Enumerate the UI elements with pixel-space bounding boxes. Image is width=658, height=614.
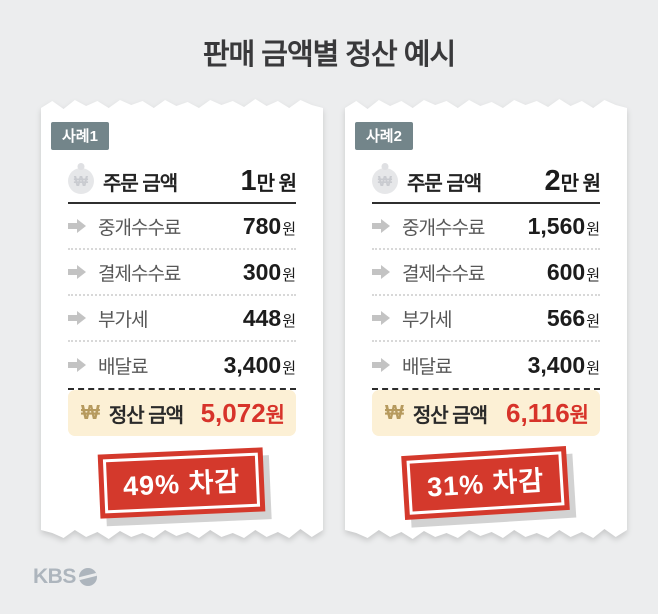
fee-row: 배달료 3,400 원	[372, 342, 600, 388]
fee-amount: 1,560 원	[527, 212, 600, 239]
won-icon: ₩	[81, 401, 100, 424]
settlement-row: ₩ 정산 금액 5,072 원	[68, 390, 296, 436]
fee-amount: 3,400 원	[527, 351, 600, 378]
fee-row: 결제수수료 300 원	[68, 250, 296, 296]
settlement-label: 정산 금액	[108, 404, 184, 427]
fee-table: ₩ 주문 금액 2 만 원 중개수수료 1,560 원 결제수수료 6	[372, 160, 600, 515]
settlement-row: ₩ 정산 금액 6,116 원	[372, 390, 600, 436]
arrow-right-icon	[68, 219, 87, 233]
order-amount: 1 만 원	[240, 164, 296, 197]
fee-label: 부가세	[402, 309, 452, 331]
settlement-label: 정산 금액	[412, 404, 488, 427]
fee-label: 결제수수료	[98, 263, 181, 285]
fee-amount: 448 원	[242, 304, 296, 331]
stamp-area: 49% 차감	[68, 451, 296, 515]
fee-row: 부가세 566 원	[372, 296, 600, 342]
fee-row: 배달료 3,400 원	[68, 342, 296, 388]
stamp-text: 31% 차감	[407, 451, 565, 514]
deduction-stamp: 31% 차감	[402, 446, 571, 520]
fee-label: 부가세	[98, 309, 148, 331]
fee-label: 배달료	[402, 356, 452, 378]
case-badge: 사례1	[51, 122, 109, 150]
receipt-paper: 사례1 ₩ 주문 금액 1 만 원 중개수수료 780 원 결제수수	[41, 96, 323, 542]
receipt-paper: 사례2 ₩ 주문 금액 2 만 원 중개수수료 1,560 원 결제	[345, 96, 627, 542]
arrow-right-icon	[372, 265, 391, 279]
deduction-stamp: 49% 차감	[98, 447, 266, 518]
fee-row: 중개수수료 780 원	[68, 204, 296, 250]
order-label: 주문 금액	[103, 172, 178, 195]
fee-row: 중개수수료 1,560 원	[372, 204, 600, 250]
order-row: ₩ 주문 금액 2 만 원	[372, 160, 600, 204]
won-coin-icon: ₩	[68, 168, 94, 194]
arrow-right-icon	[372, 311, 391, 325]
kbs-logo-text: KBS	[33, 565, 76, 588]
arrow-right-icon	[68, 265, 87, 279]
won-icon: ₩	[385, 401, 404, 424]
fee-amount: 780 원	[242, 212, 296, 239]
receipt-case-1: 사례1 ₩ 주문 금액 1 만 원 중개수수료 780 원 결제수수	[41, 96, 323, 542]
fee-amount: 600 원	[546, 258, 600, 285]
dashed-divider	[372, 388, 600, 390]
fee-amount: 300 원	[242, 258, 296, 285]
won-coin-icon: ₩	[372, 168, 398, 194]
arrow-right-icon	[372, 219, 391, 233]
arrow-right-icon	[68, 358, 87, 372]
fee-label: 배달료	[98, 356, 148, 378]
receipt-case-2: 사례2 ₩ 주문 금액 2 만 원 중개수수료 1,560 원 결제	[345, 96, 627, 542]
fee-table: ₩ 주문 금액 1 만 원 중개수수료 780 원 결제수수료 300	[68, 160, 296, 515]
stamp-text: 49% 차감	[103, 453, 260, 514]
fee-label: 중개수수료	[98, 217, 181, 239]
order-label: 주문 금액	[407, 172, 482, 195]
fee-label: 결제수수료	[402, 263, 485, 285]
fee-row: 부가세 448 원	[68, 296, 296, 342]
kbs-globe-icon	[78, 568, 97, 586]
settlement-amount: 5,072 원	[200, 397, 285, 428]
page-title: 판매 금액별 정산 예시	[202, 39, 456, 71]
order-row: ₩ 주문 금액 1 만 원	[68, 160, 296, 204]
settlement-amount: 6,116 원	[506, 397, 589, 428]
fee-row: 결제수수료 600 원	[372, 250, 600, 296]
arrow-right-icon	[68, 311, 87, 325]
order-amount: 2 만 원	[544, 164, 600, 197]
kbs-logo: KBS	[33, 565, 97, 589]
fee-amount: 3,400 원	[223, 351, 296, 378]
fee-amount: 566 원	[546, 304, 600, 331]
arrow-right-icon	[372, 358, 391, 372]
dashed-divider	[68, 388, 296, 390]
case-badge: 사례2	[355, 122, 413, 150]
fee-label: 중개수수료	[402, 217, 485, 239]
stamp-area: 31% 차감	[372, 451, 600, 515]
